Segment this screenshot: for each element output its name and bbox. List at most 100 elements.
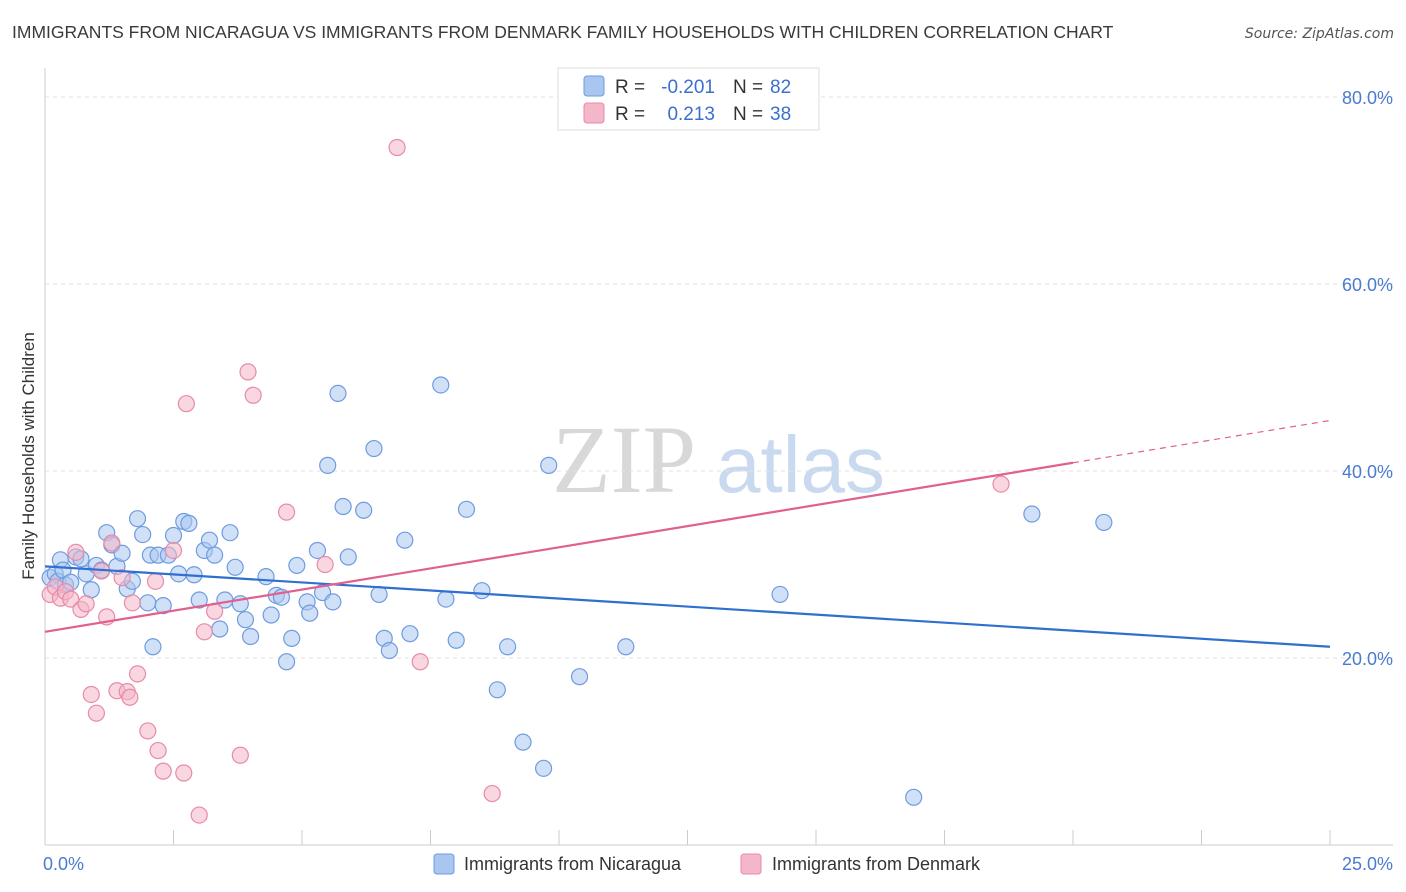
- denmark-point-7: [77, 595, 95, 613]
- denmark-point-36: [483, 784, 501, 803]
- bottom-legend-label-nicaragua: Immigrants from Nicaragua: [464, 854, 682, 874]
- bottom-legend-swatch-denmark: [740, 853, 762, 875]
- nicaragua-point-47: [277, 653, 296, 671]
- trend-line-nicaragua: [44, 565, 1331, 648]
- denmark-point-5: [67, 543, 85, 561]
- watermark-atlas: atlas: [716, 420, 885, 509]
- nicaragua-point-60: [365, 439, 383, 458]
- nicaragua-point-69: [457, 500, 476, 518]
- denmark-point-34: [388, 138, 406, 157]
- nicaragua-point-74: [534, 759, 553, 777]
- nicaragua-point-38: [221, 524, 239, 542]
- watermark: ZIP atlas: [552, 406, 885, 513]
- denmark-point-16: [121, 688, 139, 706]
- series-denmark: [41, 138, 1010, 824]
- nicaragua-point-65: [401, 625, 419, 643]
- chart-title: IMMIGRANTS FROM NICARAGUA VS IMMIGRANTS …: [12, 22, 1114, 42]
- nicaragua-point-56: [329, 384, 347, 402]
- nicaragua-point-75: [540, 456, 558, 474]
- nicaragua-point-52: [308, 541, 327, 560]
- denmark-point-37: [992, 475, 1010, 493]
- nicaragua-point-48: [283, 629, 301, 647]
- denmark-point-12: [103, 534, 121, 552]
- nicaragua-point-49: [288, 556, 306, 575]
- trend-line-denmark-extension: [1072, 419, 1331, 464]
- nicaragua-point-76: [570, 668, 589, 686]
- nicaragua-point-44: [262, 606, 280, 624]
- nicaragua-point-19: [128, 510, 147, 528]
- denmark-point-9: [87, 704, 106, 722]
- nicaragua-point-30: [180, 514, 198, 532]
- denmark-point-29: [231, 746, 249, 764]
- nicaragua-point-73: [514, 733, 532, 751]
- nicaragua-point-27: [164, 526, 183, 545]
- nicaragua-point-42: [242, 627, 260, 646]
- nicaragua-point-68: [447, 631, 465, 649]
- denmark-point-24: [175, 764, 193, 782]
- nicaragua-point-16: [113, 544, 131, 562]
- watermark-zip: ZIP: [552, 406, 696, 513]
- nicaragua-point-59: [355, 501, 373, 519]
- denmark-point-30: [239, 363, 257, 381]
- nicaragua-point-25: [154, 597, 172, 615]
- nicaragua-point-66: [432, 376, 450, 394]
- nicaragua-point-58: [339, 548, 357, 566]
- nicaragua-point-78: [771, 585, 789, 604]
- legend-n-label-denmark: N =: [733, 104, 763, 125]
- nicaragua-point-63: [380, 641, 398, 660]
- nicaragua-point-55: [324, 593, 342, 611]
- nicaragua-point-57: [334, 497, 352, 516]
- nicaragua-point-72: [499, 638, 517, 656]
- denmark-point-14: [113, 568, 131, 587]
- y-tick-label-2: 60.0%: [1342, 275, 1393, 295]
- denmark-point-21: [149, 741, 167, 760]
- y-tick-label-0: 20.0%: [1342, 649, 1393, 669]
- legend-r-label-denmark: R =: [615, 104, 645, 125]
- nicaragua-point-67: [437, 590, 455, 608]
- legend-n-value-nicaragua: 82: [770, 77, 791, 98]
- series-nicaragua: [41, 376, 1113, 806]
- nicaragua-point-80: [1023, 505, 1041, 523]
- trend-line-denmark: [44, 461, 1074, 633]
- denmark-point-18: [128, 665, 147, 683]
- nicaragua-point-36: [211, 620, 229, 638]
- denmark-point-26: [190, 806, 208, 824]
- x-tick-label-0: 0.0%: [43, 854, 84, 874]
- trend-lines: [44, 419, 1331, 648]
- y-axis-label: Family Households with Children: [19, 332, 38, 580]
- legend-n-value-denmark: 38: [770, 104, 791, 125]
- denmark-point-25: [177, 395, 195, 413]
- nicaragua-point-81: [1095, 513, 1113, 532]
- nicaragua-point-32: [190, 591, 208, 609]
- denmark-point-31: [244, 386, 262, 404]
- bottom-legend-label-denmark: Immigrants from Denmark: [772, 854, 981, 874]
- nicaragua-point-20: [134, 525, 152, 544]
- nicaragua-point-23: [144, 638, 162, 656]
- nicaragua-point-35: [206, 546, 224, 564]
- nicaragua-point-51: [301, 604, 319, 622]
- nicaragua-point-39: [226, 558, 244, 576]
- nicaragua-point-70: [473, 582, 491, 600]
- bottom-legend-swatch-nicaragua: [433, 853, 455, 875]
- axes: [44, 68, 1393, 846]
- nicaragua-point-64: [396, 531, 414, 549]
- nicaragua-point-54: [319, 456, 337, 474]
- denmark-point-23: [164, 541, 183, 560]
- denmark-point-22: [154, 762, 172, 780]
- series-legend: Immigrants from Nicaragua Immigrants fro…: [433, 853, 981, 875]
- nicaragua-point-41: [236, 611, 255, 629]
- legend-r-value-denmark: 0.213: [667, 104, 715, 125]
- x-tick-label-1: 25.0%: [1342, 854, 1393, 874]
- legend-r-label-nicaragua: R =: [615, 77, 645, 98]
- denmark-point-17: [123, 594, 141, 612]
- correlation-legend: R = -0.201 N = 82 R = 0.213 N = 38: [557, 67, 820, 131]
- y-tick-labels: 20.0% 40.0% 60.0% 80.0%: [1342, 88, 1393, 669]
- y-tick-label-1: 40.0%: [1342, 462, 1393, 482]
- nicaragua-point-77: [617, 638, 635, 656]
- legend-swatch-nicaragua: [583, 75, 605, 97]
- nicaragua-point-79: [905, 788, 923, 806]
- denmark-point-33: [316, 555, 334, 574]
- legend-swatch-denmark: [583, 102, 605, 124]
- denmark-point-8: [82, 685, 100, 704]
